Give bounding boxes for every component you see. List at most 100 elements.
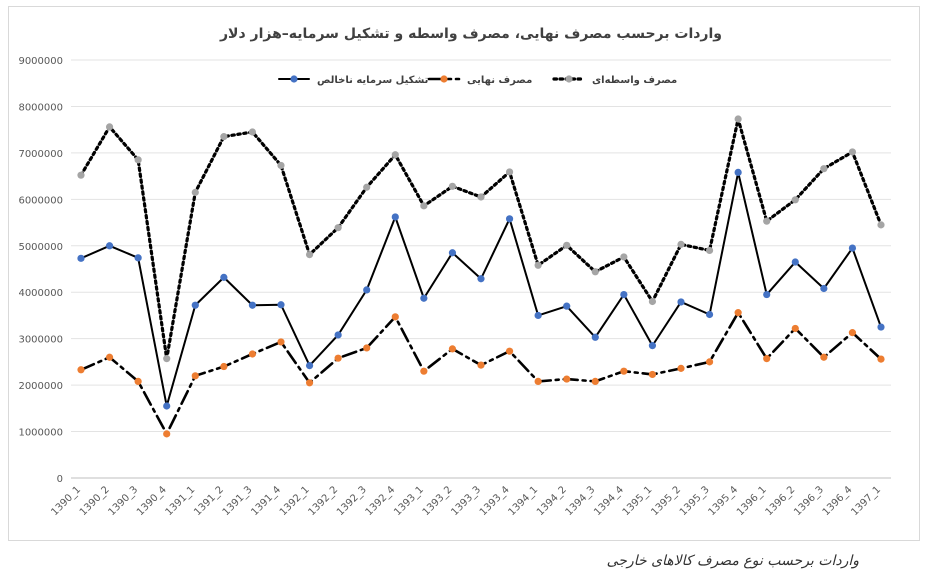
- data-point: [134, 254, 142, 262]
- data-point: [391, 213, 399, 221]
- data-point: [334, 354, 342, 362]
- data-point: [77, 366, 85, 374]
- x-tick-label: 1394_1: [506, 484, 540, 518]
- data-point: [163, 402, 171, 410]
- series-line: [79, 311, 883, 436]
- data-point: [77, 171, 85, 179]
- legend-label: مصرف نهایی: [467, 75, 532, 86]
- data-point: [505, 168, 514, 176]
- data-point: [420, 367, 428, 375]
- data-point: [134, 156, 142, 164]
- data-point: [448, 182, 457, 190]
- x-tick-label: 1393_2: [421, 484, 455, 518]
- data-point: [191, 301, 199, 309]
- legend-label: مصرف واسطه‌ای: [592, 75, 677, 86]
- data-point: [705, 310, 714, 319]
- data-point: [563, 241, 571, 249]
- data-point: [620, 367, 628, 375]
- y-tick-label: 0: [57, 474, 63, 485]
- x-tick-label: 1391_1: [164, 484, 198, 518]
- data-point: [734, 115, 742, 123]
- x-tick-label: 1395_1: [621, 484, 655, 518]
- data-point: [363, 183, 371, 191]
- data-point: [105, 353, 114, 361]
- x-axis-tick-labels: 1390_11390_21390_31390_41391_11391_21391…: [49, 484, 883, 518]
- x-tick-label: 1396_1: [735, 484, 769, 518]
- series-line: [79, 117, 883, 361]
- data-point: [277, 161, 285, 170]
- legend-item: مصرف واسطه‌ای: [552, 75, 677, 86]
- y-tick-label: 2000000: [18, 381, 63, 392]
- data-point: [791, 324, 799, 333]
- data-point: [791, 258, 799, 266]
- x-tick-label: 1393_3: [449, 484, 483, 518]
- data-point: [877, 221, 885, 229]
- data-point: [705, 246, 714, 255]
- data-point: [534, 377, 542, 385]
- series-group: [77, 309, 885, 438]
- data-point: [620, 253, 628, 261]
- data-point: [591, 377, 599, 385]
- legend-item: مصرف نهایی: [427, 75, 532, 86]
- data-point: [477, 361, 485, 369]
- y-tick-label: 5000000: [18, 242, 63, 253]
- legend-swatch-marker: [440, 75, 448, 83]
- x-tick-label: 1395_3: [678, 484, 712, 518]
- data-point: [648, 370, 657, 379]
- x-tick-label: 1392_3: [335, 484, 369, 518]
- x-tick-label: 1395_4: [706, 484, 740, 518]
- data-point: [305, 379, 314, 387]
- data-point: [220, 133, 228, 141]
- legend-label: تشکیل سرمایه ناخالص: [317, 75, 429, 86]
- data-point: [334, 224, 342, 232]
- data-point: [848, 244, 857, 252]
- data-point: [305, 362, 314, 370]
- legend-item: تشکیل سرمایه ناخالص: [278, 75, 429, 86]
- series-lines: [77, 115, 885, 438]
- data-point: [848, 148, 857, 156]
- data-point: [763, 355, 771, 363]
- data-point: [677, 240, 685, 248]
- y-tick-label: 1000000: [18, 428, 63, 439]
- x-tick-label: 1396_3: [792, 484, 826, 518]
- data-point: [448, 345, 457, 353]
- data-point: [248, 350, 257, 358]
- data-point: [877, 323, 885, 331]
- legend: تشکیل سرمایه ناخالص مصرف نهایی مصرف واسطه‌…: [278, 75, 677, 86]
- x-tick-label: 1397_1: [849, 484, 883, 518]
- data-point: [105, 123, 114, 131]
- data-point: [563, 375, 571, 383]
- data-point: [591, 268, 599, 276]
- chart-title: واردات برحسب مصرف نهایی، مصرف واسطه و تش…: [219, 26, 722, 42]
- data-point: [505, 347, 514, 355]
- data-point: [505, 215, 514, 223]
- data-point: [448, 249, 457, 257]
- data-point: [391, 313, 399, 321]
- y-tick-label: 3000000: [18, 335, 63, 346]
- legend-swatch-marker: [290, 75, 298, 83]
- data-point: [534, 311, 542, 320]
- data-point: [77, 254, 85, 262]
- data-point: [620, 290, 628, 299]
- data-point: [305, 251, 314, 259]
- x-tick-label: 1390_2: [78, 484, 112, 518]
- data-point: [391, 151, 399, 159]
- data-point: [363, 344, 371, 352]
- gridlines: [71, 59, 891, 479]
- chart-frame: واردات برحسب مصرف نهایی، مصرف واسطه و تش…: [8, 6, 920, 541]
- x-tick-label: 1394_2: [535, 484, 569, 518]
- series-group: [77, 168, 885, 410]
- x-tick-label: 1391_4: [249, 484, 283, 518]
- x-tick-label: 1395_2: [649, 484, 683, 518]
- y-tick-label: 7000000: [18, 149, 63, 160]
- data-point: [734, 168, 742, 176]
- data-point: [248, 128, 257, 136]
- legend-swatch-marker: [565, 75, 573, 83]
- data-point: [191, 188, 199, 196]
- data-point: [248, 301, 257, 309]
- x-tick-label: 1390_1: [49, 484, 83, 518]
- data-point: [677, 364, 685, 372]
- x-tick-label: 1392_4: [364, 484, 398, 518]
- data-point: [820, 165, 828, 173]
- line-chart: واردات برحسب مصرف نهایی، مصرف واسطه و تش…: [18, 26, 891, 518]
